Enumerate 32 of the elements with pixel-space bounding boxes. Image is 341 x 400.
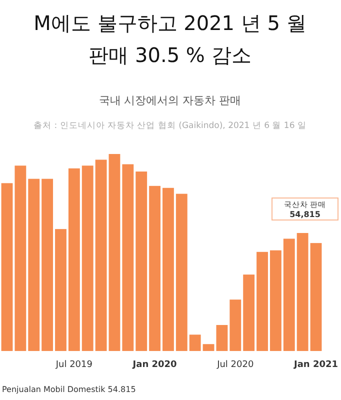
bar bbox=[82, 166, 94, 351]
bar bbox=[55, 229, 66, 351]
bar bbox=[176, 194, 188, 351]
bar bbox=[310, 243, 322, 351]
bar bbox=[149, 186, 160, 351]
bar bbox=[28, 178, 40, 351]
bar bbox=[162, 188, 174, 351]
bar bbox=[189, 334, 201, 351]
bar bbox=[68, 168, 80, 351]
bar bbox=[42, 178, 54, 351]
bar bbox=[122, 164, 134, 351]
x-tick-label: Jul 2020 bbox=[216, 360, 254, 370]
text: Penjualan Mobil Domestik 54.815 bbox=[2, 385, 136, 394]
bar bbox=[296, 232, 308, 351]
bar bbox=[230, 300, 242, 351]
bar bbox=[202, 344, 214, 351]
bar bbox=[95, 160, 107, 351]
bar bbox=[216, 324, 228, 351]
x-tick-label: Jul 2019 bbox=[54, 360, 93, 370]
bar bbox=[1, 183, 13, 351]
bar bbox=[108, 154, 120, 351]
bar bbox=[243, 274, 255, 351]
x-tick-label: Jan 2021 bbox=[292, 360, 338, 370]
bar bbox=[136, 172, 148, 351]
bar bbox=[283, 238, 295, 351]
bar bbox=[14, 166, 26, 351]
bar bbox=[256, 252, 268, 351]
chart-subtitle: 국내 시장에서의 자동차 판매 bbox=[98, 94, 242, 107]
bar bbox=[270, 250, 282, 351]
source-note: 출처 : 인도네시아 자동차 산업 협회 (Gaikindo), 2021 년 6 월 16 일 bbox=[34, 121, 306, 131]
chart-title: M에도 불구하고 2021 년 5 월 판매 30.5 % 감소 bbox=[34, 11, 306, 67]
x-tick-label: Jan 2020 bbox=[132, 360, 177, 370]
